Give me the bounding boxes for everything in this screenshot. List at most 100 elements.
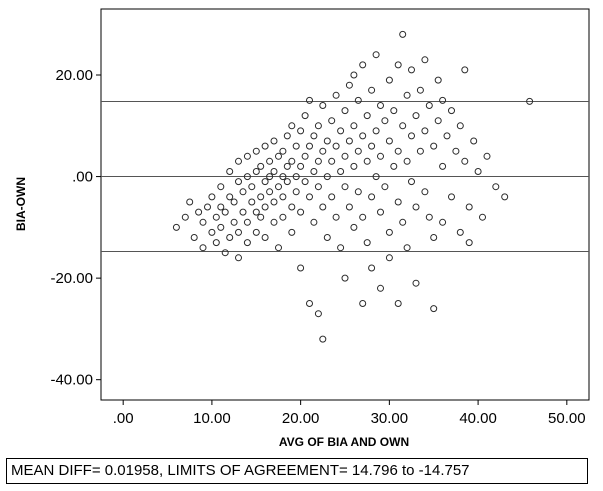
data-point: [208, 228, 216, 236]
data-point: [323, 173, 331, 181]
data-point: [337, 127, 345, 135]
data-point: [243, 218, 251, 226]
data-point: [368, 264, 376, 272]
agreement-summary-text: MEAN DIFF= 0.01958, LIMITS OF AGREEMENT=…: [11, 462, 470, 479]
data-point: [377, 208, 384, 216]
data-point: [385, 254, 393, 262]
data-point: [243, 239, 251, 247]
data-point: [217, 183, 225, 191]
data-point: [399, 218, 407, 226]
data-point: [408, 178, 415, 186]
data-point: [470, 137, 478, 145]
data-point: [421, 56, 429, 64]
data-point: [456, 122, 464, 130]
data-point: [385, 76, 393, 84]
y-tick-label: 20.00: [55, 67, 93, 84]
data-point: [261, 234, 269, 241]
data-point: [283, 178, 291, 186]
data-point: [235, 228, 242, 236]
data-point: [368, 86, 376, 94]
data-point: [394, 300, 402, 307]
data-point: [310, 168, 318, 175]
data-point: [257, 193, 265, 201]
data-point: [394, 147, 402, 155]
data-point: [235, 157, 242, 165]
x-axis-title: AVG OF BIA AND OWN: [279, 435, 409, 449]
data-point: [421, 127, 429, 135]
data-point: [479, 213, 486, 221]
data-point: [217, 223, 225, 231]
data-point: [412, 203, 420, 211]
data-point: [403, 244, 411, 252]
data-point: [288, 228, 296, 236]
data-point: [261, 203, 269, 211]
data-point: [314, 310, 322, 318]
data-point: [350, 122, 358, 130]
data-point: [385, 228, 393, 236]
data-point: [199, 218, 207, 226]
data-point: [341, 183, 349, 191]
data-point: [332, 91, 340, 99]
y-tick-label: -40.00: [50, 372, 93, 389]
data-point: [425, 213, 433, 221]
data-point: [354, 188, 362, 196]
data-point: [235, 254, 242, 262]
data-point: [377, 102, 384, 109]
data-point: [412, 279, 420, 287]
data-point: [270, 198, 278, 206]
data-point: [306, 142, 313, 150]
data-point: [408, 66, 415, 74]
data-point: [310, 132, 318, 140]
data-point: [230, 218, 238, 226]
data-point: [172, 223, 180, 231]
data-point: [301, 152, 309, 160]
data-point: [319, 102, 327, 109]
data-point: [332, 213, 340, 221]
data-point: [230, 198, 238, 206]
x-tick-label: 50.00: [548, 410, 586, 427]
data-point: [372, 51, 380, 59]
data-point: [456, 228, 464, 236]
data-point: [252, 228, 260, 236]
data-point: [350, 162, 358, 170]
data-point: [390, 107, 398, 115]
data-point: [235, 178, 242, 186]
data-point: [283, 162, 291, 170]
data-point: [421, 188, 429, 196]
data-point: [297, 264, 305, 272]
data-point: [337, 168, 345, 175]
data-point: [288, 203, 296, 211]
data-point: [261, 142, 269, 150]
data-point: [275, 183, 282, 191]
data-point: [430, 142, 438, 150]
data-point: [377, 152, 384, 160]
data-point: [465, 239, 473, 247]
data-point: [204, 203, 211, 211]
data-point: [483, 152, 491, 160]
data-point: [328, 193, 336, 201]
data-point: [403, 157, 411, 165]
data-point: [430, 234, 438, 241]
data-point: [275, 152, 282, 160]
data-point: [319, 203, 327, 211]
data-point: [279, 173, 287, 181]
data-point: [341, 152, 349, 160]
data-point: [399, 122, 407, 130]
data-point: [381, 183, 389, 191]
data-point: [275, 244, 282, 252]
data-point: [248, 198, 256, 206]
y-tick-label: .00: [72, 169, 93, 186]
x-tick-label: .00: [113, 410, 134, 427]
data-point: [226, 234, 234, 241]
data-point: [408, 132, 415, 140]
data-point: [394, 61, 402, 69]
data-point: [266, 157, 274, 165]
data-point: [363, 239, 371, 247]
data-point: [270, 137, 278, 145]
data-point: [434, 117, 442, 125]
data-point: [368, 193, 376, 201]
x-tick-label: 20.00: [282, 410, 320, 427]
data-point: [212, 213, 220, 221]
data-point: [297, 127, 305, 135]
data-point: [208, 193, 216, 201]
